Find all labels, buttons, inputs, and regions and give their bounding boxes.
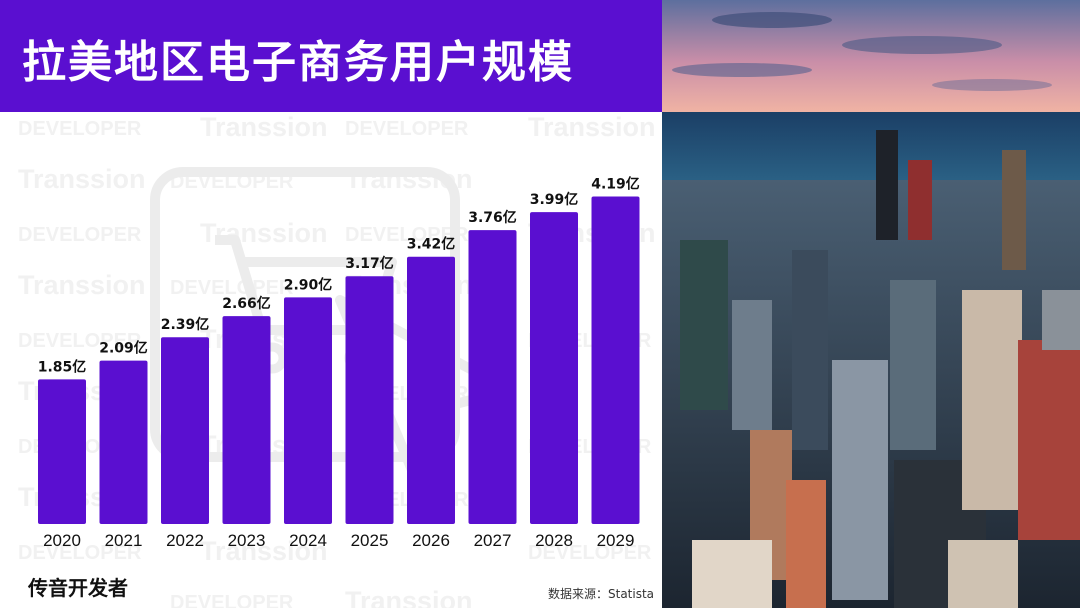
x-tick-label: 2024 xyxy=(289,531,327,550)
bar-2028 xyxy=(530,212,578,524)
watermark-text: DEVELOPER xyxy=(528,542,652,564)
value-label: 3.17亿 xyxy=(345,255,394,272)
x-tick-label: 2020 xyxy=(43,531,81,550)
data-source: 数据来源：Statista xyxy=(548,587,655,601)
x-tick-label: 2021 xyxy=(105,531,143,550)
watermark-text: DEVELOPER xyxy=(345,118,469,140)
bar-2025 xyxy=(345,276,394,524)
watermark-text: DEVELOPER xyxy=(18,118,142,140)
city-skyline-photo xyxy=(662,0,1080,608)
bar-2020 xyxy=(38,379,86,524)
watermark-text: Transsion xyxy=(18,164,146,194)
x-tick-label: 2025 xyxy=(351,531,389,550)
chart-panel: 拉美地区电子商务用户规模 DEVELOPER Transsion DEVELOP… xyxy=(0,0,662,608)
value-label: 1.85亿 xyxy=(38,358,87,375)
x-tick-label: 2029 xyxy=(597,531,635,550)
bar-2024 xyxy=(284,297,332,524)
bar-2026 xyxy=(407,256,455,524)
bar-2023 xyxy=(222,316,271,524)
watermark-text: Transsion xyxy=(18,270,146,300)
value-label: 2.09亿 xyxy=(99,340,148,357)
watermark-text: DEVELOPER xyxy=(170,592,294,608)
brand-logo-text: 传音开发者 xyxy=(28,576,128,600)
watermark-text: DEVELOPER xyxy=(18,330,142,352)
x-tick-label: 2026 xyxy=(412,531,450,550)
value-label: 2.66亿 xyxy=(222,295,271,312)
value-label: 2.90亿 xyxy=(284,276,333,293)
watermark-text: DEVELOPER xyxy=(18,542,142,564)
value-label: 3.42亿 xyxy=(407,236,456,253)
watermark-text: DEVELOPER xyxy=(18,224,142,246)
value-label: 4.19亿 xyxy=(591,176,640,193)
watermark-text: Transsion xyxy=(200,536,328,566)
watermark-text: Transsion xyxy=(200,112,328,142)
x-tick-label: 2027 xyxy=(474,531,512,550)
bar-2029 xyxy=(591,196,640,525)
title-banner: 拉美地区电子商务用户规模 xyxy=(0,0,662,112)
bar-chart: 1.85亿 2020 2.09亿 2021 2.39亿 2022 2.66亿 2023 2.90… xyxy=(38,176,640,550)
watermark-text: Transsion xyxy=(528,112,656,142)
watermark-text: DEVELOPER xyxy=(170,277,294,299)
bar-2021 xyxy=(99,360,148,524)
watermark-text: Transsion xyxy=(345,586,473,608)
value-label: 3.99亿 xyxy=(530,191,579,208)
page-title: 拉美地区电子商务用户规模 xyxy=(22,37,574,88)
x-tick-label: 2022 xyxy=(166,531,204,550)
bar-2027 xyxy=(468,230,517,525)
bar-2022 xyxy=(161,337,209,524)
x-tick-label: 2023 xyxy=(228,531,266,550)
watermark-text: DEVELOPER xyxy=(345,224,469,246)
value-label: 2.39亿 xyxy=(161,316,210,333)
value-label: 3.76亿 xyxy=(468,209,517,226)
x-tick-label: 2028 xyxy=(535,531,573,550)
